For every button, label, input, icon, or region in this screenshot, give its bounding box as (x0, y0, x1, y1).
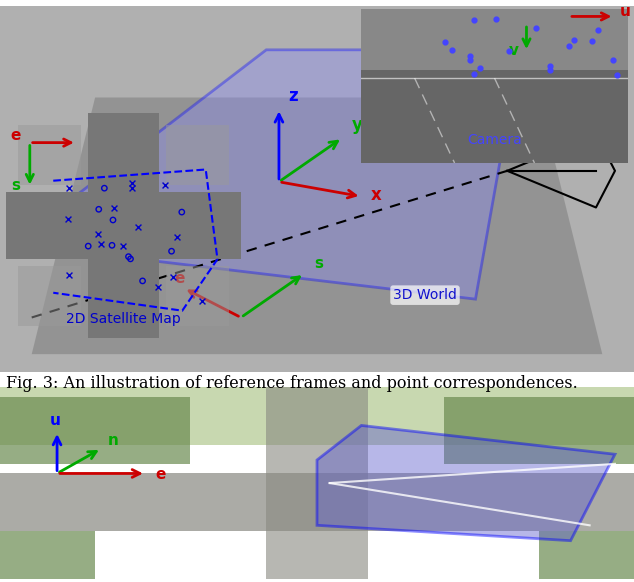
Text: Fig. 3: An illustration of reference frames and point correspondences.: Fig. 3: An illustration of reference fra… (6, 375, 578, 392)
Text: u: u (479, 97, 489, 112)
Point (197, 296, 207, 306)
Polygon shape (88, 113, 158, 338)
Polygon shape (0, 531, 95, 579)
Point (127, 183, 137, 193)
Point (108, 215, 118, 225)
Text: e: e (174, 271, 184, 286)
Point (167, 247, 177, 256)
Point (96, 240, 106, 249)
Point (124, 252, 134, 261)
Text: s: s (314, 256, 323, 271)
Point (94, 205, 104, 214)
Polygon shape (444, 397, 634, 464)
Text: z: z (288, 87, 298, 105)
Polygon shape (13, 50, 520, 299)
Point (168, 272, 178, 281)
Point (138, 276, 148, 286)
Polygon shape (166, 125, 230, 185)
Polygon shape (0, 474, 634, 531)
Point (63, 270, 74, 279)
Point (469, 69, 479, 79)
Text: n: n (108, 432, 119, 448)
Point (545, 61, 555, 70)
Polygon shape (32, 98, 602, 354)
Point (133, 222, 143, 232)
Point (593, 25, 603, 34)
Polygon shape (6, 192, 241, 259)
Text: s: s (11, 178, 20, 193)
Point (531, 24, 541, 33)
Point (93, 229, 103, 239)
Point (545, 65, 555, 74)
Text: u: u (619, 5, 631, 19)
Polygon shape (317, 425, 615, 541)
Point (160, 180, 170, 190)
Polygon shape (0, 387, 634, 445)
Point (447, 45, 457, 55)
Point (118, 242, 128, 251)
Point (587, 36, 597, 45)
Point (83, 242, 93, 251)
Polygon shape (266, 387, 368, 579)
Point (153, 282, 164, 292)
Text: v: v (508, 43, 519, 58)
Text: u: u (49, 413, 60, 428)
Point (564, 42, 574, 51)
Point (63, 214, 73, 223)
Point (569, 36, 579, 45)
Point (475, 63, 485, 72)
Polygon shape (361, 9, 628, 70)
Polygon shape (0, 6, 634, 372)
Point (440, 37, 450, 46)
Text: 3D World: 3D World (393, 288, 457, 302)
Text: e: e (10, 129, 20, 143)
Point (100, 183, 110, 193)
Text: x: x (371, 186, 382, 204)
Point (612, 70, 622, 80)
Point (109, 204, 119, 213)
Text: e: e (155, 467, 165, 482)
Text: 2D Satellite Map: 2D Satellite Map (67, 313, 181, 327)
Point (126, 254, 136, 264)
Point (465, 55, 475, 65)
Polygon shape (0, 397, 190, 464)
Polygon shape (166, 266, 230, 327)
Point (64, 183, 74, 193)
Text: v: v (472, 143, 482, 157)
Point (469, 15, 479, 24)
Text: Camera: Camera (467, 133, 522, 147)
Text: y: y (352, 116, 363, 134)
Point (609, 55, 619, 65)
Point (127, 178, 137, 187)
Point (465, 51, 475, 60)
Polygon shape (18, 125, 81, 185)
Polygon shape (18, 266, 81, 327)
Point (172, 232, 182, 242)
Polygon shape (361, 70, 628, 163)
Point (504, 47, 514, 56)
Point (491, 14, 501, 23)
Polygon shape (539, 531, 634, 579)
Point (107, 241, 117, 250)
Point (177, 207, 187, 217)
